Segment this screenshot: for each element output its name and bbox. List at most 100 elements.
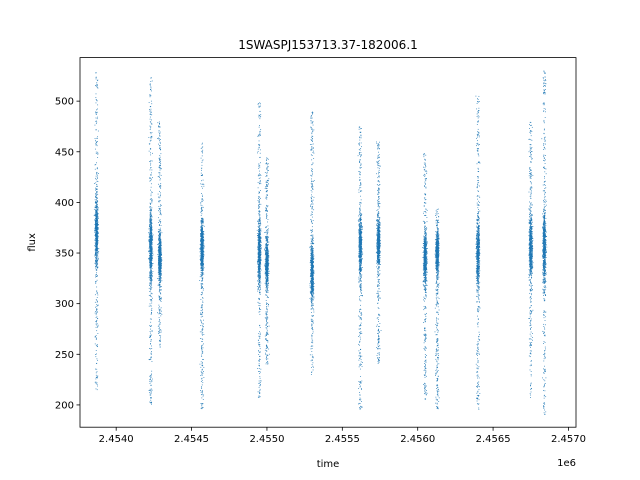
data-point (267, 210, 268, 212)
data-point (97, 223, 98, 225)
data-point (201, 260, 203, 261)
data-point (150, 401, 152, 403)
data-point (259, 268, 260, 270)
data-point (149, 260, 151, 261)
data-point (151, 80, 153, 82)
data-point (158, 250, 160, 252)
data-point (158, 291, 160, 292)
data-point (159, 233, 161, 234)
data-point (160, 281, 161, 283)
data-point (202, 278, 203, 279)
data-point (149, 250, 150, 252)
data-point (258, 234, 260, 236)
data-point (259, 217, 261, 219)
data-point (95, 306, 96, 308)
data-point (264, 172, 266, 173)
data-point (98, 228, 99, 230)
data-point (203, 245, 205, 247)
data-point (96, 188, 98, 190)
data-point (160, 251, 162, 253)
data-point (152, 297, 153, 299)
data-point (97, 221, 99, 223)
data-point (151, 224, 152, 226)
data-point (200, 371, 202, 373)
data-point (159, 190, 160, 192)
data-point (201, 269, 203, 270)
data-point (158, 126, 159, 127)
data-point (96, 211, 98, 213)
data-point (265, 227, 266, 229)
data-point (257, 226, 259, 227)
data-point (151, 348, 153, 349)
data-point (258, 232, 259, 234)
data-point (150, 353, 152, 355)
data-point (151, 216, 153, 218)
data-point (96, 240, 98, 242)
data-point (259, 219, 261, 221)
data-point (201, 403, 203, 404)
data-point (267, 358, 269, 360)
data-point (258, 196, 259, 198)
data-point (96, 254, 98, 256)
data-point (158, 270, 160, 272)
data-point (259, 245, 261, 247)
data-point (258, 163, 260, 165)
data-point (258, 202, 260, 203)
data-point (257, 244, 259, 246)
data-point (264, 232, 266, 233)
data-point (201, 180, 202, 182)
data-point (203, 254, 205, 255)
data-point (265, 244, 267, 245)
data-point (202, 265, 203, 267)
data-point (201, 151, 203, 153)
data-point (160, 276, 161, 278)
data-point (258, 233, 260, 235)
data-point (151, 198, 153, 200)
data-point (258, 258, 260, 260)
data-point (258, 241, 260, 243)
data-point (150, 381, 152, 383)
data-point (150, 213, 152, 215)
data-point (267, 185, 269, 187)
data-point (97, 224, 99, 226)
data-point (96, 371, 98, 373)
data-point (95, 215, 97, 217)
data-point (266, 354, 268, 356)
data-point (159, 242, 161, 244)
data-point (158, 237, 160, 239)
data-point (201, 369, 203, 371)
data-point (266, 214, 268, 216)
data-point (96, 192, 98, 194)
data-point (96, 304, 98, 305)
data-point (259, 377, 261, 379)
data-point (97, 305, 98, 306)
data-point (158, 247, 160, 249)
data-point (159, 322, 161, 324)
data-point (160, 274, 162, 276)
data-point (257, 288, 259, 290)
data-point (266, 324, 267, 326)
data-point (202, 339, 204, 341)
data-point (160, 185, 162, 187)
data-point (149, 83, 151, 85)
data-point (202, 316, 204, 317)
data-point (95, 151, 97, 153)
data-point (96, 266, 98, 268)
data-point (96, 297, 98, 298)
data-point (150, 195, 152, 197)
data-point (96, 219, 97, 221)
data-point (148, 277, 150, 279)
data-point (151, 250, 153, 252)
data-point (94, 148, 96, 150)
data-point (161, 232, 163, 234)
data-point (94, 230, 96, 232)
data-point (93, 208, 95, 210)
data-point (96, 240, 97, 241)
data-point (202, 358, 203, 360)
data-point (158, 313, 160, 315)
data-point (150, 264, 151, 266)
data-point (160, 251, 162, 252)
data-point (95, 232, 97, 233)
data-point (96, 201, 98, 203)
data-point (259, 251, 261, 253)
